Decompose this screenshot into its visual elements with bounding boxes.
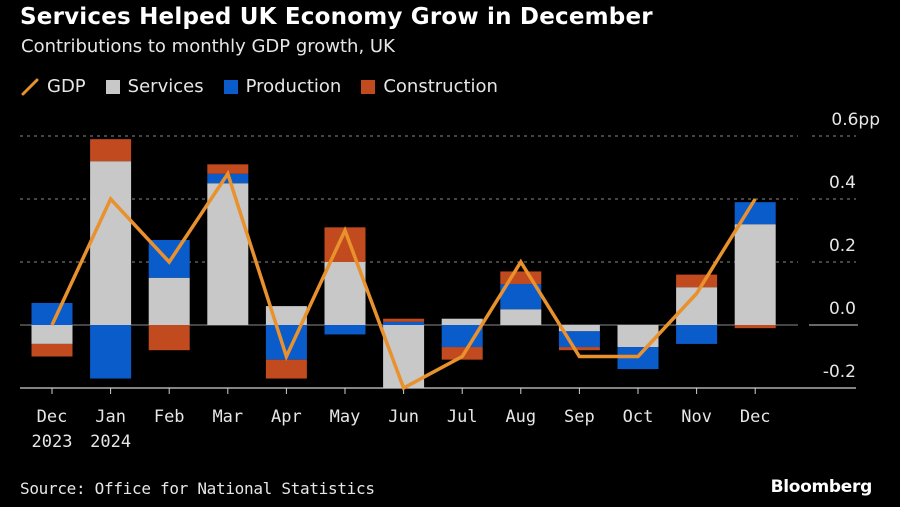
- source-note: Source: Office for National Statistics: [20, 479, 375, 498]
- bar-segment-construction: [265, 359, 307, 379]
- y-tick-label: -0.2: [823, 362, 856, 382]
- x-tick-label: Feb: [154, 407, 185, 427]
- bars: [31, 139, 776, 388]
- x-tick-label: Aug: [505, 407, 536, 427]
- bar-segment-services: [148, 277, 190, 325]
- x-tick-label: Apr: [271, 407, 302, 427]
- bar-segment-production: [31, 302, 73, 325]
- x-tick-label: Oct: [623, 407, 654, 427]
- bar-segment-services: [90, 161, 132, 325]
- legend-item-construction: Construction: [361, 76, 498, 97]
- x-tick-label: Sep: [564, 407, 595, 427]
- chart-title: Services Helped UK Economy Grow in Decem…: [20, 4, 653, 30]
- y-tick-label: 0.0: [829, 299, 856, 319]
- bar-segment-services: [734, 224, 776, 325]
- bar-segment-construction: [676, 274, 718, 288]
- construction-swatch-icon: [361, 79, 376, 94]
- legend-item-production: Production: [223, 76, 342, 97]
- bar-segment-production: [324, 325, 366, 335]
- axes: [20, 387, 856, 394]
- bar-segment-production: [676, 325, 718, 344]
- x-tick-label: May: [330, 407, 361, 427]
- bar-segment-services: [324, 262, 366, 325]
- legend-label-construction: Construction: [383, 76, 498, 97]
- bar-segment-services: [441, 318, 483, 325]
- bar-segment-services: [558, 325, 600, 332]
- bar-segment-production: [90, 325, 132, 379]
- legend: GDP Services Production Construction: [21, 76, 518, 97]
- legend-label-production: Production: [245, 76, 342, 97]
- axis-labels: 0.6pp 0.4 0.2 0.0 -0.2 Dec 2023 Jan 2024 Feb Mar Ap…: [32, 110, 880, 452]
- bar-segment-construction: [558, 347, 600, 351]
- legend-item-services: Services: [105, 76, 204, 97]
- bar-segment-construction: [207, 164, 249, 174]
- x-tick-label: Dec: [37, 407, 68, 427]
- bar-segment-production: [500, 284, 542, 310]
- x-tick-year-label: 2023: [32, 432, 73, 452]
- x-tick-label: Dec: [740, 407, 771, 427]
- bar-segment-construction: [148, 325, 190, 351]
- production-swatch-icon: [223, 79, 238, 94]
- y-tick-label: 0.6pp: [831, 110, 880, 130]
- bar-segment-construction: [734, 325, 776, 329]
- y-tick-label: 0.4: [829, 173, 856, 193]
- bloomberg-logo: Bloomberg: [770, 477, 873, 497]
- legend-item-gdp: GDP: [21, 76, 86, 97]
- legend-label-gdp: GDP: [47, 76, 86, 97]
- x-tick-label: Jan: [95, 407, 126, 427]
- gdp-line-layer: [50, 169, 757, 391]
- x-tick-label: Mar: [212, 407, 243, 427]
- legend-label-services: Services: [127, 76, 204, 97]
- bar-segment-production: [383, 321, 425, 325]
- x-tick-label: Nov: [681, 407, 712, 427]
- x-tick-year-label: 2024: [90, 432, 131, 452]
- bar-segment-construction: [31, 343, 73, 357]
- y-tick-label: 0.2: [829, 236, 856, 256]
- bar-segment-services: [617, 325, 659, 348]
- bar-segment-services: [383, 325, 425, 388]
- gdp-line-icon: [21, 78, 39, 95]
- services-swatch-icon: [105, 79, 120, 94]
- x-tick-label: Jul: [447, 407, 478, 427]
- x-tick-label: Jun: [388, 407, 419, 427]
- bar-segment-services: [31, 325, 73, 344]
- chart-subtitle: Contributions to monthly GDP growth, UK: [21, 36, 395, 57]
- bar-segment-services: [500, 309, 542, 325]
- bar-segment-construction: [383, 318, 425, 322]
- bar-segment-construction: [90, 139, 132, 162]
- gridlines: [20, 135, 858, 326]
- bar-segment-services: [207, 183, 249, 325]
